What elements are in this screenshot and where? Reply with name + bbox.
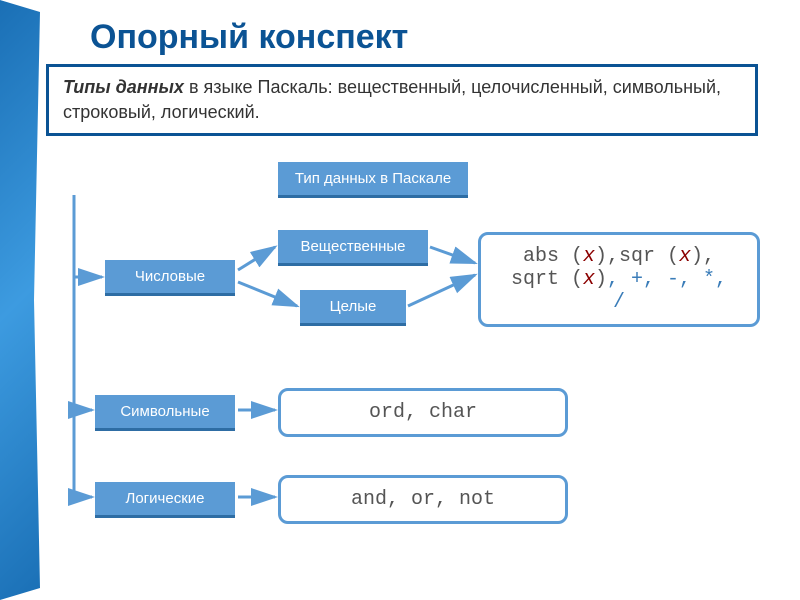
node-logical: Логические [95, 482, 235, 518]
funcbox-logical: and, or, not [278, 475, 568, 524]
node-numeric: Числовые [105, 260, 235, 296]
node-symbolic: Символьные [95, 395, 235, 431]
desc-lead: Типы данных [63, 77, 184, 97]
node-real: Вещественные [278, 230, 428, 266]
node-integer: Целые [300, 290, 406, 326]
node-root: Тип данных в Паскале [278, 162, 468, 198]
funcbox-symbolic: ord, char [278, 388, 568, 437]
funcbox-numeric: abs (x),sqr (x),sqrt (x), +, -, *, / [478, 232, 760, 327]
description-box: Типы данных в языке Паскаль: вещественны… [46, 64, 758, 136]
background-accent [0, 0, 40, 600]
page-title: Опорный конспект [90, 18, 408, 57]
